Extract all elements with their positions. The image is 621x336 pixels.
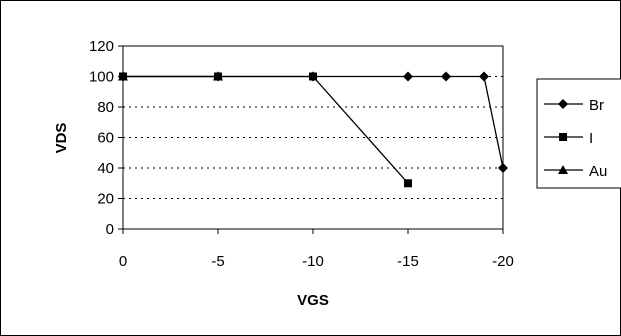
legend-marker-Br (558, 99, 568, 109)
x-axis-ticks: 0 -5 -10 -15 -20 (119, 229, 514, 270)
x-tick-label-1: -5 (211, 253, 224, 270)
y-tick-label-4: 80 (97, 99, 114, 116)
legend-marker-I (559, 133, 567, 141)
x-tick-label-3: -15 (397, 253, 419, 270)
legend-label-Br: Br (589, 97, 604, 114)
data-point-Br-4 (441, 71, 451, 82)
legend: Br I Au (544, 97, 607, 180)
y-tick-label-1: 20 (97, 191, 114, 208)
data-point-Br-6 (498, 163, 508, 173)
legend-box (536, 78, 621, 189)
y-axis-ticks: 0 20 40 60 80 100 120 (89, 38, 123, 238)
y-axis-title: VDS (53, 123, 70, 154)
y-tick-label-6: 120 (89, 38, 114, 55)
y-tick-label-2: 40 (97, 160, 114, 177)
x-tick-label-0: 0 (119, 253, 127, 270)
legend-label-I: I (589, 130, 593, 147)
y-tick-label-3: 60 (97, 130, 114, 147)
y-tick-label-0: 0 (106, 221, 114, 238)
data-point-Au-1 (213, 71, 223, 81)
y-tick-label-5: 100 (89, 69, 114, 86)
data-point-Au-0 (118, 71, 128, 81)
x-tick-label-2: -10 (302, 253, 324, 270)
data-point-Br-5 (479, 71, 489, 82)
data-point-Br-3 (403, 71, 413, 82)
x-tick-label-4: -20 (492, 253, 514, 270)
series-layer (118, 71, 508, 188)
x-axis-title: VGS (297, 292, 329, 309)
series-Au (118, 71, 223, 81)
data-point-I-2 (309, 72, 317, 81)
legend-marker-Au (558, 165, 568, 174)
data-point-I-3 (404, 179, 412, 188)
legend-label-Au: Au (589, 163, 607, 180)
